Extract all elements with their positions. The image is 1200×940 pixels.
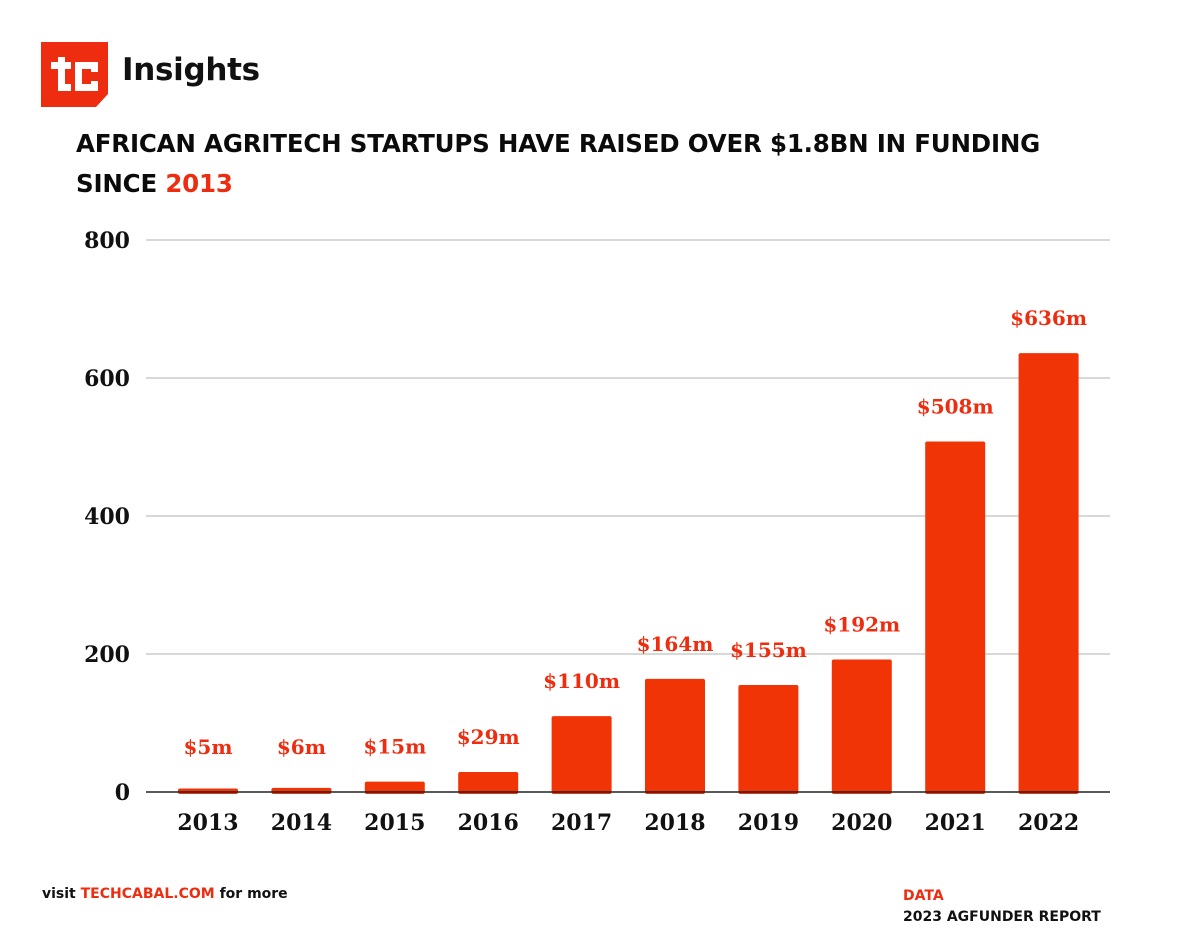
x-tick-label: 2016 [458,810,519,836]
data-label-2021: $508m [917,394,994,418]
bar-2015 [364,781,425,794]
chart-title-line1: AFRICAN AGRITECH STARTUPS HAVE RAISED OV… [76,129,1041,158]
chart-title-prefix: SINCE [76,169,166,198]
x-axis-ticks: 2013 2014 2015 2016 2017 2018 2019 2020 2021 2022 [177,810,1079,836]
chart-title: AFRICAN AGRITECH STARTUPS HAVE RAISED OV… [76,124,1136,204]
data-label-2014: $6m [277,735,326,759]
data-label-2015: $15m [363,735,426,759]
data-label-2017: $110m [543,669,620,693]
x-tick-label: 2019 [738,810,799,836]
footer-visit: visit TECHCABAL.COM for more [42,886,288,902]
x-tick-label: 2021 [925,810,986,836]
x-tick-label: 2018 [644,810,705,836]
brand-name: Insights [122,52,260,88]
techcabal-link[interactable]: TECHCABAL.COM [80,886,215,902]
bar-2018 [645,678,705,794]
x-tick-label: 2015 [364,810,425,836]
y-tick-label: 400 [84,504,130,530]
y-tick-label: 600 [84,366,130,392]
bar-2022 [1018,353,1079,794]
x-tick-label: 2014 [271,810,332,836]
bars [178,353,1079,794]
source-label: DATA [903,888,944,904]
y-axis-ticks: 0 200 400 600 800 [84,228,130,806]
footer-visit-prefix: visit [42,886,81,902]
bar-2019 [738,685,799,794]
y-tick-label: 200 [84,642,130,668]
chart-title-line2: SINCE 2013 [76,164,1136,204]
data-label-2019: $155m [730,638,807,662]
data-label-2016: $29m [457,725,520,749]
data-label-2018: $164m [637,632,714,656]
data-labels: $5m $6m $15m $29m $110m $164m $155m $192m $508m $… [184,306,1088,759]
footer-source: DATA 2023 AGFUNDER REPORT [903,886,1101,928]
chart-title-accent-year: 2013 [165,169,233,198]
source-value: 2023 AGFUNDER REPORT [903,909,1101,925]
bar-2016 [458,771,519,794]
data-label-2022: $636m [1010,306,1087,330]
footer-visit-suffix: for more [214,886,288,902]
y-tick-label: 800 [84,228,130,254]
logo-glyph-icon [51,57,98,91]
y-tick-label: 0 [115,780,130,806]
bar-2017 [551,716,612,794]
x-tick-label: 2020 [831,810,892,836]
x-tick-label: 2017 [551,810,612,836]
bar-2020 [831,659,892,794]
techcabal-logo[interactable] [41,42,108,107]
data-label-2020: $192m [823,613,900,637]
bar-2021 [925,441,986,794]
bar-2014 [271,787,332,794]
data-label-2013: $5m [184,735,233,759]
x-tick-label: 2022 [1018,810,1079,836]
x-tick-label: 2013 [177,810,238,836]
